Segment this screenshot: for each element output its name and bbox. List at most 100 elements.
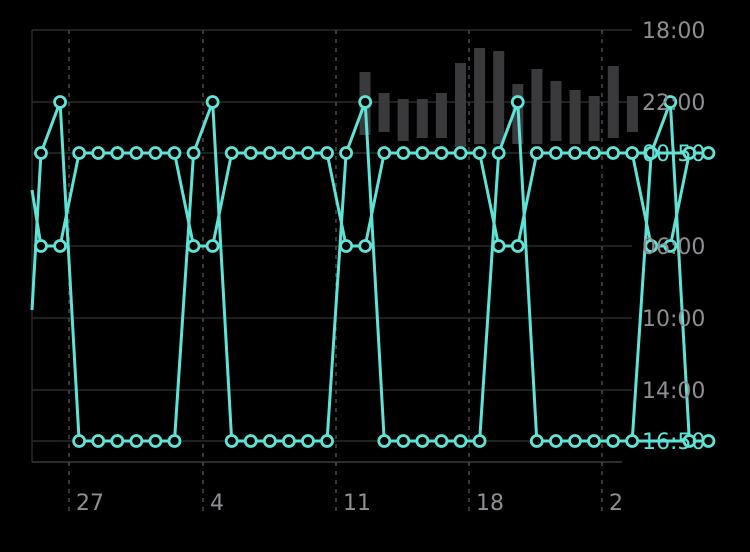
- y-tick-label: 18:00: [642, 19, 705, 44]
- background-bar: [607, 66, 619, 138]
- data-point: [34, 146, 48, 160]
- data-point: [663, 95, 678, 109]
- data-point: [568, 434, 582, 448]
- data-point: [491, 239, 506, 253]
- data-point: [91, 146, 106, 160]
- y-tick-label: 10:00: [642, 307, 705, 332]
- x-tick-label: 2: [609, 491, 623, 516]
- data-point: [110, 146, 125, 160]
- data-point: [529, 146, 544, 160]
- background-bars: [359, 48, 638, 147]
- data-point: [644, 239, 659, 253]
- data-point: [186, 239, 201, 253]
- data-point: [167, 434, 182, 448]
- data-point: [396, 146, 411, 160]
- data-point: [243, 146, 258, 160]
- data-point: [434, 146, 449, 160]
- y-tick-label: 22:00: [642, 91, 705, 116]
- data-point: [587, 146, 601, 160]
- background-bar: [626, 96, 638, 132]
- y-tick-label: 14:00: [642, 379, 705, 404]
- data-point: [663, 239, 678, 253]
- data-point: [282, 146, 296, 160]
- data-point: [358, 239, 373, 253]
- background-bar: [531, 69, 543, 144]
- data-point: [529, 434, 544, 448]
- data-point: [72, 146, 87, 160]
- data-point: [34, 239, 48, 253]
- background-bar: [550, 81, 562, 141]
- data-point: [91, 434, 106, 448]
- data-point: [434, 434, 449, 448]
- y-tick-label: 00:50: [642, 142, 705, 167]
- data-point: [167, 146, 182, 160]
- data-point: [510, 239, 525, 253]
- data-point: [682, 146, 697, 160]
- data-point: [301, 146, 315, 160]
- background-bar: [435, 93, 447, 138]
- data-point: [453, 146, 468, 160]
- data-point: [701, 146, 716, 160]
- data-point: [243, 434, 258, 448]
- points-layer: [34, 95, 716, 448]
- data-point: [148, 434, 163, 448]
- data-point: [377, 434, 392, 448]
- data-point: [224, 146, 239, 160]
- data-point: [320, 146, 334, 160]
- data-point: [205, 95, 220, 109]
- data-point: [186, 146, 201, 160]
- data-point: [453, 434, 468, 448]
- y-axis-labels: 18:00 22:00 00:50 06:00 10:00 14:00 16:50: [642, 19, 705, 455]
- data-point: [301, 434, 315, 448]
- data-point: [148, 146, 163, 160]
- data-point: [415, 434, 430, 448]
- data-point: [587, 434, 601, 448]
- data-point: [415, 146, 430, 160]
- data-point: [262, 434, 277, 448]
- data-point: [110, 434, 125, 448]
- background-bar: [474, 48, 486, 144]
- data-point: [72, 434, 87, 448]
- x-tick-label: 11: [343, 491, 371, 516]
- data-point: [625, 146, 640, 160]
- background-bar: [569, 90, 581, 144]
- data-point: [548, 434, 563, 448]
- data-point: [339, 146, 354, 160]
- data-point: [625, 434, 640, 448]
- background-bar: [378, 93, 390, 132]
- data-point: [606, 434, 620, 448]
- data-point: [358, 95, 373, 109]
- background-bar: [397, 99, 409, 141]
- data-point: [377, 146, 392, 160]
- data-point: [472, 146, 487, 160]
- data-point: [396, 434, 411, 448]
- data-point: [568, 146, 582, 160]
- background-bar: [416, 99, 428, 138]
- x-axis-labels: 27 4 11 18 2: [76, 491, 623, 516]
- data-point: [205, 239, 220, 253]
- data-point: [224, 434, 239, 448]
- data-point: [262, 146, 277, 160]
- data-point: [491, 146, 506, 160]
- data-point: [682, 434, 697, 448]
- data-point: [129, 146, 144, 160]
- data-point: [282, 434, 296, 448]
- data-point: [53, 95, 67, 109]
- data-point: [644, 146, 659, 160]
- x-tick-label: 18: [476, 491, 504, 516]
- y-tick-label: 06:00: [642, 235, 705, 260]
- x-tick-label: 27: [76, 491, 104, 516]
- background-bar: [493, 51, 505, 144]
- y-tick-label: 16:50: [642, 430, 705, 455]
- data-point: [472, 434, 487, 448]
- data-point: [510, 95, 525, 109]
- data-point: [548, 146, 563, 160]
- data-point: [339, 239, 354, 253]
- data-point: [129, 434, 144, 448]
- data-point: [53, 239, 67, 253]
- x-tick-label: 4: [210, 491, 224, 516]
- data-point: [701, 434, 716, 448]
- background-bar: [588, 96, 600, 141]
- data-point: [320, 434, 334, 448]
